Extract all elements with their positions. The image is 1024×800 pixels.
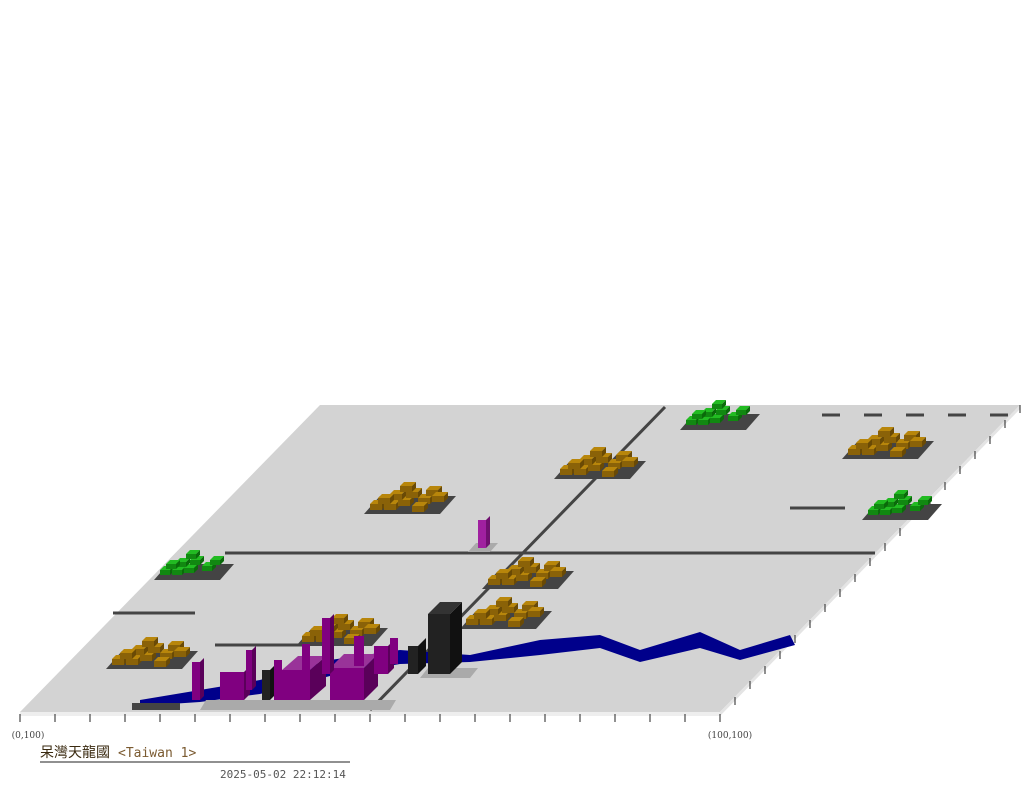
park-zone (680, 400, 760, 430)
corner-label: (100,100) (708, 730, 752, 741)
river (140, 632, 795, 706)
timestamp: 2025-05-02 22:12:14 (220, 768, 346, 781)
corner-label: (0,100) (12, 730, 45, 741)
ground (20, 405, 1020, 712)
scenario-name: <Taiwan 1> (118, 746, 196, 761)
city-name: 呆灣天龍國 (40, 744, 110, 761)
buildings (192, 516, 498, 710)
road-piece (132, 703, 180, 710)
